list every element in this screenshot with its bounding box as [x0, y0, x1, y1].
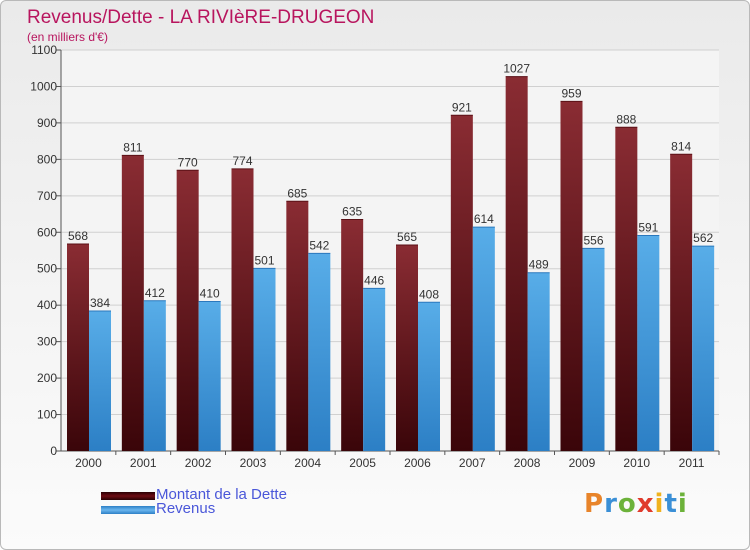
- y-tick-label: 200: [37, 371, 57, 385]
- data-label-dette: 770: [178, 155, 198, 169]
- bar-dette: [450, 115, 473, 452]
- bar-dette: [67, 243, 89, 451]
- data-label-revenus: 410: [200, 287, 220, 301]
- legend-label-dette: Montant de la Dette: [156, 486, 287, 503]
- y-tick-label: 600: [37, 225, 57, 239]
- data-label-dette: 921: [452, 100, 472, 114]
- x-tick-label: 2002: [185, 456, 212, 470]
- data-label-revenus: 614: [474, 212, 494, 226]
- bar-dette: [176, 170, 199, 452]
- logo-letter: t: [664, 489, 678, 519]
- bar-dette: [396, 245, 418, 451]
- y-tick-label: 300: [37, 335, 57, 349]
- bar-dette: [615, 127, 638, 452]
- data-label-revenus: 412: [145, 286, 165, 300]
- logo-letter: i: [677, 489, 688, 519]
- logo-letter: i: [654, 489, 665, 519]
- y-tick-label: 1000: [30, 79, 57, 93]
- data-label-dette: 888: [616, 112, 636, 126]
- x-tick-label: 2006: [404, 456, 431, 470]
- bar-dette: [341, 219, 364, 451]
- x-tick-label: 2005: [349, 456, 376, 470]
- bar-dette: [505, 76, 528, 451]
- data-label-dette: 685: [287, 186, 307, 200]
- x-tick-label: 2009: [569, 456, 596, 470]
- chart-title: Revenus/Dette - LA RIVIèRE-DRUGEON: [27, 7, 375, 28]
- legend-label-revenus: Revenus: [156, 500, 216, 517]
- y-tick-label: 900: [37, 116, 57, 130]
- bar-revenus: [89, 311, 111, 451]
- data-label-revenus: 501: [254, 253, 274, 267]
- data-label-dette: 814: [671, 139, 691, 153]
- bar-revenus: [143, 300, 166, 451]
- y-tick-label: 700: [37, 189, 57, 203]
- legend-swatch-revenus: [101, 506, 155, 514]
- bar-dette: [231, 168, 254, 452]
- bar-dette: [560, 101, 583, 451]
- data-label-revenus: 489: [529, 258, 549, 272]
- bar-dette: [121, 155, 144, 451]
- x-tick-label: 2000: [75, 456, 102, 470]
- bar-revenus: [308, 253, 331, 451]
- bar-revenus: [418, 302, 440, 451]
- bar-revenus: [692, 246, 715, 451]
- x-tick-label: 2010: [623, 456, 650, 470]
- plot-area: [61, 50, 719, 451]
- y-tick-label: 100: [37, 408, 57, 422]
- bar-revenus: [637, 235, 660, 451]
- logo-letter: o: [617, 489, 637, 519]
- x-tick-label: 2001: [130, 456, 157, 470]
- data-label-revenus: 591: [638, 221, 658, 235]
- bar-revenus: [198, 301, 221, 451]
- y-tick-label: 0: [50, 444, 57, 458]
- data-label-revenus: 542: [309, 238, 329, 252]
- proxiti-logo: Proxiti: [584, 489, 688, 519]
- legend-swatch-dette: [101, 492, 155, 500]
- bar-revenus: [472, 227, 495, 451]
- data-label-dette: 1027: [503, 62, 530, 76]
- data-label-dette: 959: [561, 86, 581, 100]
- y-tick-label: 1100: [31, 43, 57, 57]
- bar-revenus: [582, 248, 605, 451]
- bar-dette: [286, 201, 309, 451]
- x-tick-label: 2008: [514, 456, 541, 470]
- x-tick-label: 2003: [240, 456, 267, 470]
- data-label-revenus: 562: [693, 231, 713, 245]
- bar-dette: [670, 154, 693, 451]
- bar-revenus: [527, 272, 550, 451]
- data-label-dette: 811: [123, 140, 142, 154]
- y-tick-label: 500: [37, 262, 57, 276]
- bar-revenus: [253, 268, 276, 451]
- y-tick-label: 800: [37, 152, 57, 166]
- logo-letter: r: [604, 489, 618, 519]
- data-label-revenus: 556: [583, 233, 603, 247]
- chart-subtitle: (en milliers d'€): [27, 30, 108, 44]
- y-tick-label: 400: [37, 298, 57, 312]
- data-label-revenus: 408: [419, 287, 439, 301]
- data-label-dette: 774: [232, 154, 252, 168]
- data-label-dette: 635: [342, 205, 362, 219]
- logo-letter: x: [636, 489, 655, 519]
- data-label-revenus: 446: [364, 273, 384, 287]
- logo-letter: P: [584, 489, 605, 519]
- x-tick-label: 2004: [294, 456, 321, 470]
- bar-revenus: [363, 288, 386, 451]
- x-tick-label: 2007: [459, 456, 486, 470]
- data-label-dette: 565: [397, 230, 417, 244]
- data-label-dette: 568: [68, 229, 88, 243]
- data-label-revenus: 384: [90, 296, 110, 310]
- x-tick-label: 2011: [679, 456, 705, 470]
